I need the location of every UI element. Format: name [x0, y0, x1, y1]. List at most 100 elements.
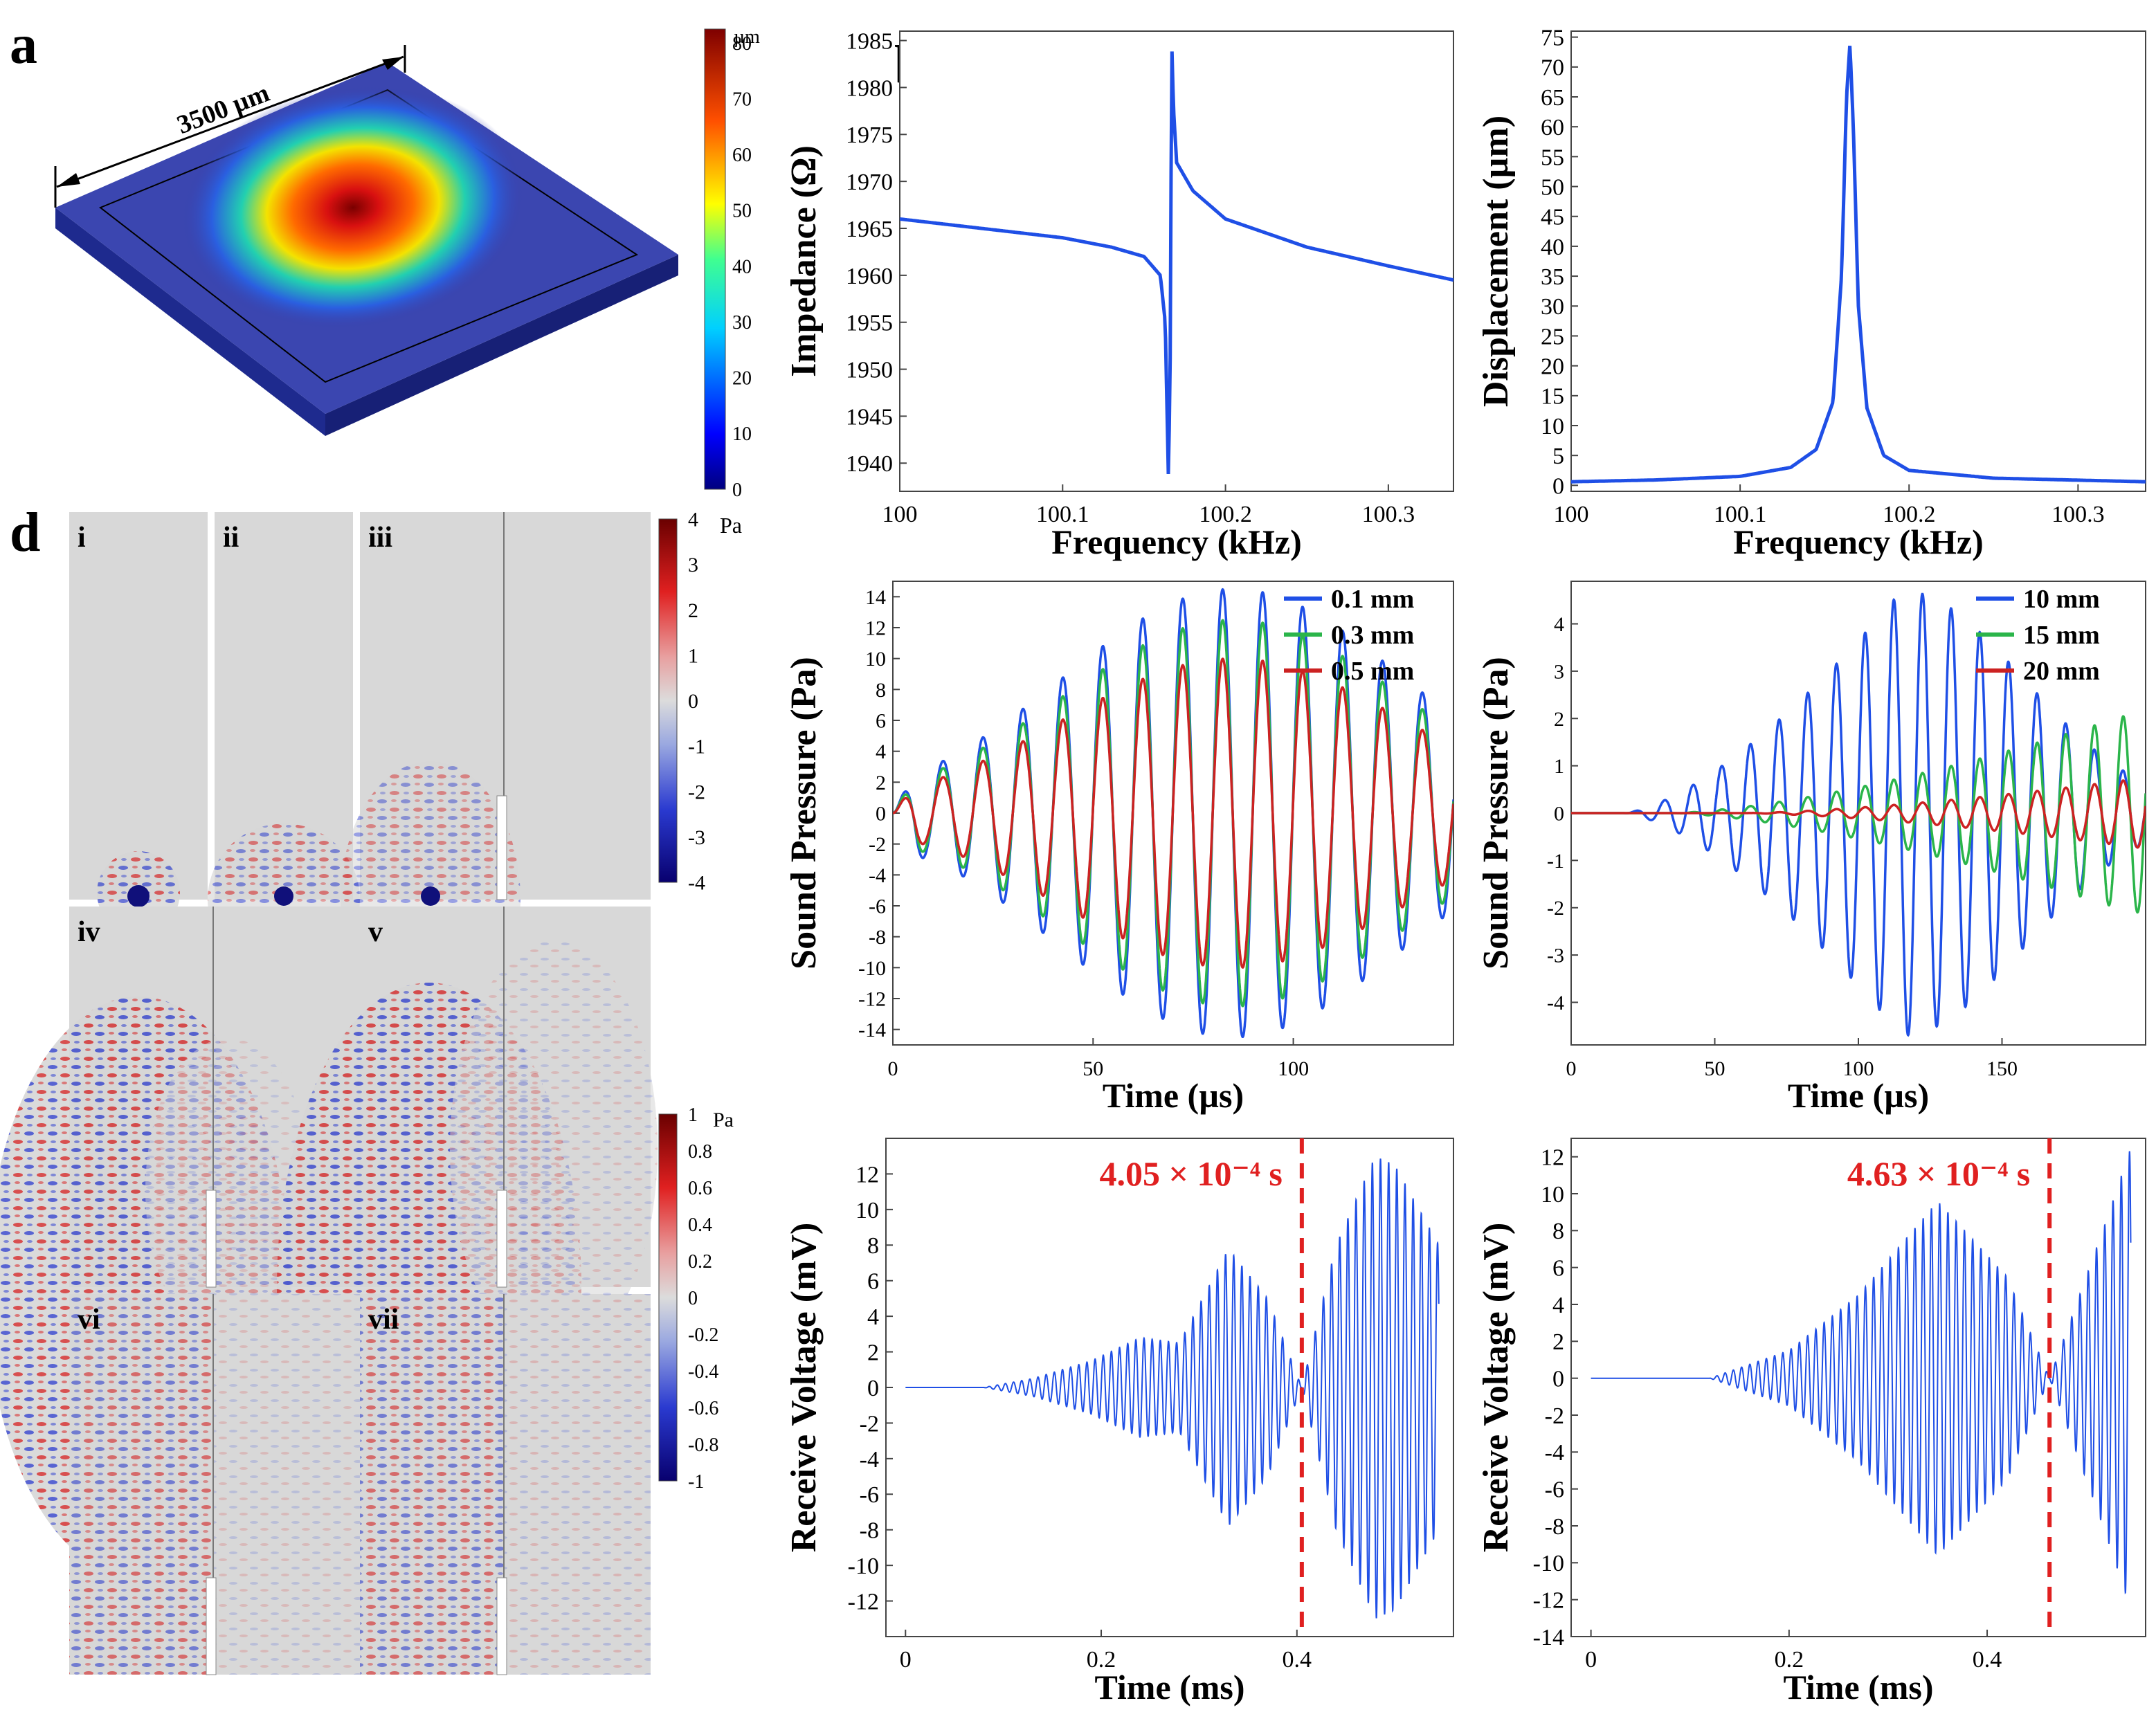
x-axis-label: Time (ms) — [1094, 1668, 1244, 1706]
y-tick-label: 1950 — [846, 357, 893, 383]
y-tick-label: -4 — [869, 864, 886, 887]
y-tick-label: 12 — [865, 617, 886, 640]
x-tick-label: 0 — [900, 1647, 912, 1673]
y-tick-label: 5 — [1552, 444, 1564, 469]
y-tick-label: -8 — [1545, 1514, 1564, 1540]
x-tick-label: 0.2 — [1775, 1647, 1804, 1673]
x-axis-label: Time (ms) — [1783, 1668, 1933, 1706]
x-axis-label: Time (µs) — [1788, 1076, 1929, 1115]
y-tick-label: 0 — [1552, 473, 1564, 499]
arrival-time-annotation: 4.05 × 10⁻⁴ s — [1100, 1154, 1283, 1193]
x-axis-label: Frequency (kHz) — [1051, 522, 1302, 561]
y-tick-label: 4 — [867, 1304, 879, 1330]
colorbar-d-top-tick: 2 — [688, 599, 698, 622]
y-tick-label: 2 — [867, 1340, 879, 1365]
y-tick-label: 15 — [1541, 384, 1564, 410]
y-tick-label: 0 — [867, 1376, 879, 1401]
panel-d-field-figure: i ii iii iv v vi — [0, 509, 742, 1675]
y-tick-label: -12 — [1533, 1588, 1564, 1614]
x-tick-label: 100 — [1554, 502, 1589, 527]
colorbar-d-bottom-tick: -0.4 — [688, 1361, 718, 1383]
displacement-hotspot — [181, 85, 525, 330]
y-tick-label: 1975 — [846, 122, 893, 148]
colorbar-a-tick: 0 — [732, 480, 742, 498]
y-tick-label: 10 — [855, 1198, 879, 1223]
chart-e-sound-pressure: 0 50 100 -14 -12 -10 -8 -6 -4 -2 0 2 4 6 8 10 12 14 Time (… — [784, 581, 1454, 1115]
colorbar-a-tick: 70 — [732, 89, 752, 110]
y-tick-label: 40 — [1541, 235, 1564, 260]
y-tick-label: -14 — [858, 1019, 886, 1041]
plot-frame — [1570, 1138, 2146, 1637]
legend-label: 20 mm — [2023, 657, 2100, 686]
y-tick-label: -6 — [860, 1482, 879, 1508]
y-tick-label: 8 — [867, 1233, 879, 1259]
y-tick-label: 8 — [876, 679, 886, 702]
y-tick-label: 1940 — [846, 451, 893, 477]
colorbar-d-top-tick: 4 — [688, 509, 698, 531]
x-tick-label: 50 — [1705, 1057, 1725, 1080]
x-tick-label: 0.2 — [1087, 1647, 1116, 1673]
y-tick-label: 55 — [1541, 145, 1564, 170]
legend-label: 15 mm — [2023, 621, 2100, 650]
y-tick-label: 25 — [1541, 324, 1564, 349]
y-tick-label: 12 — [855, 1162, 879, 1187]
colorbar-d-bottom — [658, 1113, 678, 1482]
y-tick-label: 1 — [1554, 755, 1564, 778]
chart-f-sound-pressure: 0 50 100 150 -4 -3 -2 -1 0 1 2 3 4 Time (µs) Sound Pre… — [1476, 581, 2146, 1115]
y-tick-label: 60 — [1541, 115, 1564, 140]
y-tick-label: 1980 — [846, 75, 893, 101]
y-tick-label: -2 — [1545, 1403, 1564, 1429]
y-tick-label: -10 — [858, 957, 886, 980]
x-tick-label: 0.4 — [1973, 1647, 2002, 1673]
x-tick-label: 0.4 — [1283, 1647, 1312, 1673]
y-tick-label: 1970 — [846, 170, 893, 195]
y-tick-label: 65 — [1541, 85, 1564, 111]
y-tick-label: 1965 — [846, 217, 893, 242]
y-tick-label: 8 — [1552, 1219, 1564, 1244]
y-axis-label: Receive Voltage (mV) — [1476, 1223, 1516, 1553]
y-tick-label: 1985 — [846, 28, 893, 54]
y-axis-label: Receive Voltage (mV) — [784, 1223, 824, 1553]
series-line-receive — [905, 1158, 1440, 1619]
y-tick-label: 1945 — [846, 404, 893, 430]
colorbar-d-bottom-tick: 0.4 — [688, 1214, 712, 1236]
subpanel-vi: vi — [69, 1294, 360, 1675]
y-tick-label: 4 — [876, 740, 886, 763]
plate-side-right — [325, 255, 678, 436]
y-tick-label: -8 — [860, 1518, 879, 1544]
colorbar-d-top-tick: -2 — [688, 781, 705, 803]
x-tick-label: 0 — [888, 1057, 898, 1080]
svg-text:ii: ii — [223, 522, 239, 554]
svg-text:v: v — [368, 916, 383, 948]
y-tick-label: -3 — [1547, 945, 1564, 967]
colorbar-d-bottom-tick: 0 — [688, 1288, 698, 1309]
colorbar-d-top-tick: -4 — [688, 872, 705, 895]
legend-label: 0.1 mm — [1331, 585, 1414, 614]
colorbar-a-unit: µm — [734, 26, 760, 48]
colorbar-a-tick: 40 — [732, 256, 752, 277]
colorbar-d-bottom-tick: -0.2 — [688, 1324, 718, 1346]
y-tick-label: 70 — [1541, 55, 1564, 81]
colorbar-d-top-tick: -1 — [688, 736, 705, 758]
svg-text:vii: vii — [368, 1304, 399, 1336]
y-tick-label: -1 — [1547, 850, 1564, 873]
x-tick-label: 100.2 — [1199, 502, 1252, 527]
y-tick-label: -6 — [869, 895, 886, 918]
y-tick-label: 0 — [876, 803, 886, 826]
colorbar-d-bottom-tick: -0.8 — [688, 1435, 718, 1456]
x-tick-label: 100 — [1843, 1057, 1874, 1080]
colorbar-d-bottom-tick: -0.6 — [688, 1398, 718, 1419]
y-tick-label: 1955 — [846, 311, 893, 336]
y-tick-label: -6 — [1545, 1477, 1564, 1503]
chart-c-displacement: 100 100.1 100.2 100.3 0 5 10 15 20 25 30 35 40 45 50 55… — [1476, 26, 2146, 561]
series-line-displacement — [1571, 46, 2146, 484]
y-tick-label: -8 — [869, 926, 886, 949]
colorbar-a-tick: 80 — [732, 33, 752, 55]
colorbar-d-bottom-tick: -1 — [688, 1471, 704, 1493]
arrival-time-annotation: 4.63 × 10⁻⁴ s — [1847, 1154, 2030, 1193]
colorbar-a-tick: 30 — [732, 312, 752, 334]
chart-b-impedance: 100 100.1 100.2 100.3 1940 1945 1950 1955 1960 19… — [784, 28, 1454, 561]
y-tick-label: 35 — [1541, 264, 1564, 290]
panel-label-d: d — [10, 502, 41, 563]
colorbar-d-top-tick: 1 — [688, 644, 698, 667]
